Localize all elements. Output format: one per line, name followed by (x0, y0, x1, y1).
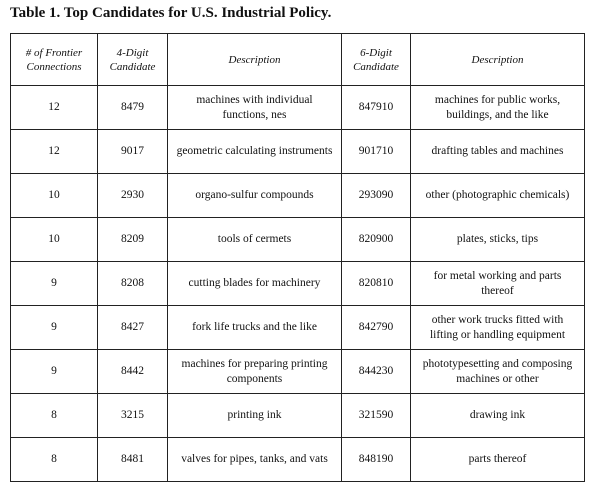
table-body: 12 8479 machines with individual functions… (10, 85, 585, 482)
table-cell: 901710 (341, 129, 411, 174)
header-cell: # of Frontier Connections (10, 33, 98, 86)
candidates-table: # of Frontier Connections 4-Digit Candida… (10, 33, 585, 482)
table-cell: 844230 (341, 349, 411, 394)
table-cell: geometric calculating instruments (167, 129, 342, 174)
table-cell: cutting blades for machinery (167, 261, 342, 306)
table-cell: 321590 (341, 393, 411, 438)
table-header: # of Frontier Connections 4-Digit Candida… (10, 33, 585, 86)
table-row: 9 8427 fork life trucks and the like 842790… (10, 305, 585, 350)
table-cell: fork life trucks and the like (167, 305, 342, 350)
table-cell: 8442 (97, 349, 168, 394)
table-cell: 848190 (341, 437, 411, 482)
table-cell: 820810 (341, 261, 411, 306)
table-cell: 9 (10, 305, 98, 350)
table-cell: phototypesetting and composing machines … (410, 349, 585, 394)
table-cell: machines for public works, buildings, an… (410, 85, 585, 130)
header-cell: 4-Digit Candidate (97, 33, 168, 86)
table-row: 9 8442 machines for preparing printing com… (10, 349, 585, 394)
table-row: 9 8208 cutting blades for machinery 820810 f… (10, 261, 585, 306)
table-cell: other (photographic chemicals) (410, 173, 585, 218)
table-cell: 8208 (97, 261, 168, 306)
table-cell: 12 (10, 85, 98, 130)
table-cell: 10 (10, 173, 98, 218)
table-row: 12 8479 machines with individual functions… (10, 85, 585, 130)
table-row: 12 9017 geometric calculating instruments 9… (10, 129, 585, 174)
table-cell: 8479 (97, 85, 168, 130)
table-cell: 8427 (97, 305, 168, 350)
table-cell: 3215 (97, 393, 168, 438)
table-cell: drawing ink (410, 393, 585, 438)
table-cell: parts thereof (410, 437, 585, 482)
table-cell: 9 (10, 261, 98, 306)
table-cell: drafting tables and machines (410, 129, 585, 174)
table-cell: valves for pipes, tanks, and vats (167, 437, 342, 482)
table-cell: 10 (10, 217, 98, 262)
table-cell: 293090 (341, 173, 411, 218)
table-cell: 847910 (341, 85, 411, 130)
table-row: 10 8209 tools of cermets 820900 plates, stic… (10, 217, 585, 262)
table-cell: 8481 (97, 437, 168, 482)
table-row: 10 2930 organo-sulfur compounds 293090 other… (10, 173, 585, 218)
table-row: 8 3215 printing ink 321590 drawing ink (10, 393, 585, 438)
table-title: Table 1. Top Candidates for U.S. Industr… (10, 5, 332, 21)
table-cell: tools of cermets (167, 217, 342, 262)
header-row: # of Frontier Connections 4-Digit Candida… (10, 33, 585, 86)
table-cell: machines with individual functions, nes (167, 85, 342, 130)
header-cell: Description (410, 33, 585, 86)
table-cell: organo-sulfur compounds (167, 173, 342, 218)
table-row: 8 8481 valves for pipes, tanks, and vats 84… (10, 437, 585, 482)
table-cell: 12 (10, 129, 98, 174)
header-cell: Description (167, 33, 342, 86)
table-cell: 8 (10, 393, 98, 438)
table-cell: for metal working and parts thereof (410, 261, 585, 306)
table-cell: plates, sticks, tips (410, 217, 585, 262)
table-cell: 8 (10, 437, 98, 482)
table-cell: machines for preparing printing componen… (167, 349, 342, 394)
table-cell: 9017 (97, 129, 168, 174)
table-cell: 8209 (97, 217, 168, 262)
table-cell: printing ink (167, 393, 342, 438)
table-cell: 9 (10, 349, 98, 394)
table-cell: 842790 (341, 305, 411, 350)
table-cell: 820900 (341, 217, 411, 262)
table-cell: 2930 (97, 173, 168, 218)
header-cell: 6-Digit Candidate (341, 33, 411, 86)
table-cell: other work trucks fitted with lifting or… (410, 305, 585, 350)
